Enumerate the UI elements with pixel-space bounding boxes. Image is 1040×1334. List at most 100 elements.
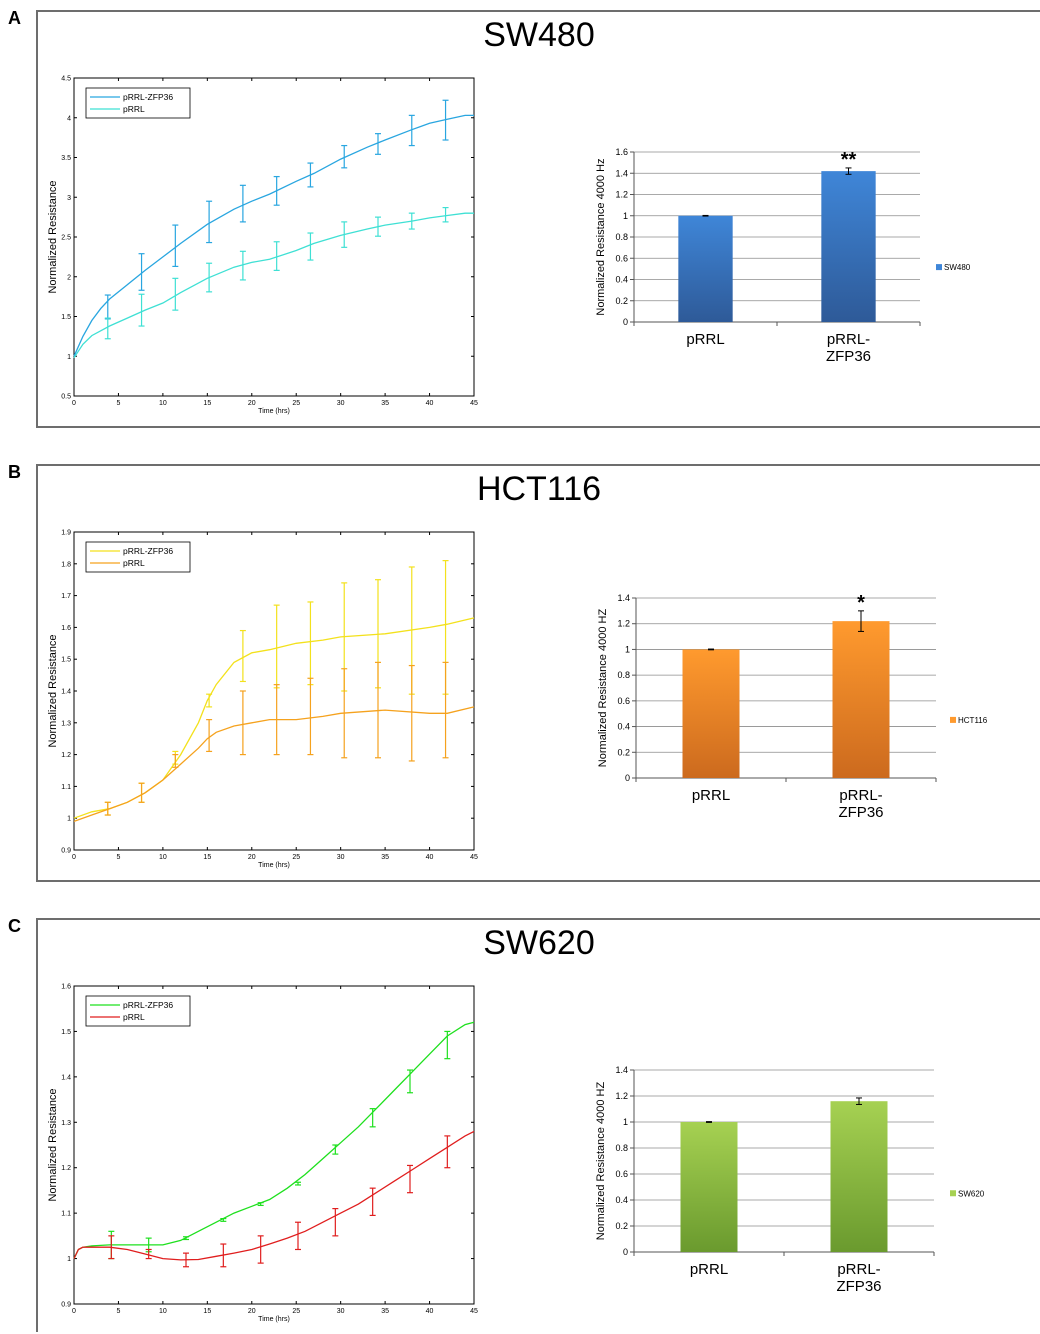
bar-y-tick-label: 1.2	[617, 619, 630, 629]
bar-y-axis-label: Normalized Resistance 4000 Hz	[595, 158, 607, 315]
bar-y-axis-label: Normalized Resistance 4000 HZ	[597, 609, 609, 768]
y-tick-label: 1.4	[61, 689, 71, 696]
y-tick-label: 1	[67, 816, 71, 823]
bar-category-label: pRRL	[690, 1261, 728, 1278]
x-tick-label: 10	[159, 854, 167, 861]
y-tick-label: 3	[67, 195, 71, 202]
x-tick-label: 20	[248, 400, 256, 407]
significance-marker: *	[857, 592, 865, 614]
bar-y-tick-label: 0.2	[615, 296, 628, 306]
bar-category-label: ZFP36	[838, 804, 883, 821]
bar-prrl-zfp36	[830, 1101, 888, 1252]
y-tick-label: 1.3	[61, 1120, 71, 1127]
y-tick-label: 1.6	[61, 625, 71, 632]
x-tick-label: 5	[116, 400, 120, 407]
y-tick-label: 2.5	[61, 235, 71, 242]
y-tick-label: 4.5	[61, 76, 71, 83]
legend-label: pRRL	[123, 1012, 145, 1022]
panel-b-figure: 0 5 10 15 20 25 30 35 40 450.911.11.21.31.41.51.6…	[47, 530, 988, 870]
panel-c-figure: 0 5 10 15 20 25 30 35 40 450.911.11.21.31.41.51.6…	[47, 984, 985, 1324]
legend-label: pRRL-ZFP36	[123, 546, 173, 556]
series-line-zfp36	[73, 114, 474, 357]
bar-legend-label: HCT116	[958, 716, 988, 725]
bar-category-label: pRRL-	[839, 787, 882, 804]
panel-title-c: SW620	[483, 924, 595, 962]
y-tick-label: 1.7	[61, 593, 71, 600]
bar-category-label: ZFP36	[826, 348, 871, 365]
x-tick-label: 0	[72, 1308, 76, 1315]
x-tick-label: 5	[116, 1308, 120, 1315]
bar-y-tick-label: 1.2	[615, 1091, 628, 1101]
x-tick-label: 30	[337, 854, 345, 861]
bar-y-tick-label: 1	[625, 644, 630, 654]
y-tick-label: 1.1	[61, 1211, 71, 1218]
x-tick-label: 20	[248, 854, 256, 861]
y-tick-label: 1.6	[61, 984, 71, 991]
x-tick-label: 35	[381, 1308, 389, 1315]
y-tick-label: 1	[67, 354, 71, 361]
panel-letter-b: B	[8, 462, 21, 482]
x-tick-label: 5	[116, 854, 120, 861]
y-tick-label: 1.5	[61, 1029, 71, 1036]
y-tick-label: 1.2	[61, 752, 71, 759]
bar-y-tick-label: 0.6	[615, 253, 628, 263]
x-tick-label: 25	[292, 854, 300, 861]
bar-legend-swatch	[936, 264, 942, 271]
x-tick-label: 10	[159, 1308, 167, 1315]
line-plot-frame	[73, 985, 475, 1305]
y-axis-label: Normalized Resistance	[47, 1088, 59, 1201]
y-tick-label: 3.5	[61, 155, 71, 162]
x-axis-label: Time (hrs)	[258, 1316, 290, 1323]
bar-y-tick-label: 0	[625, 773, 630, 783]
bar-y-tick-label: 1.6	[615, 147, 628, 157]
bar-prrl	[678, 215, 733, 322]
legend-label: pRRL	[123, 558, 145, 568]
bar-y-tick-label: 0.6	[615, 1169, 628, 1179]
y-tick-label: 1.2	[61, 1165, 71, 1172]
bar-y-tick-label: 1.4	[617, 593, 630, 603]
x-tick-label: 45	[470, 400, 478, 407]
bar-legend-label: SW480	[944, 263, 971, 272]
bar-y-tick-label: 0.4	[615, 1195, 628, 1205]
bar-category-label: pRRL-	[827, 331, 870, 348]
bar-y-tick-label: 0	[623, 1247, 628, 1257]
bar-y-tick-label: 0	[623, 317, 628, 327]
y-tick-label: 0.9	[61, 1302, 71, 1309]
x-tick-label: 40	[426, 400, 434, 407]
legend-label: pRRL	[123, 104, 145, 114]
x-tick-label: 30	[337, 1308, 345, 1315]
y-tick-label: 1.1	[61, 784, 71, 791]
bar-prrl	[680, 1122, 738, 1252]
bar-y-tick-label: 1.4	[615, 1065, 628, 1075]
panel-title-b: HCT116	[476, 470, 602, 508]
x-tick-label: 30	[337, 400, 345, 407]
panel-letter-c: C	[8, 916, 21, 936]
bar-prrl	[682, 649, 740, 778]
x-tick-label: 15	[203, 400, 211, 407]
legend-label: pRRL-ZFP36	[123, 92, 173, 102]
y-tick-label: 1.5	[61, 314, 71, 321]
y-axis-label: Normalized Resistance	[47, 634, 59, 747]
x-axis-label: Time (hrs)	[258, 862, 290, 869]
bar-y-axis-label: Normalized Resistance 4000 HZ	[595, 1082, 607, 1241]
x-tick-label: 15	[203, 1308, 211, 1315]
y-axis-label: Normalized Resistance	[47, 180, 59, 293]
bar-prrl-zfp36	[821, 171, 876, 322]
x-tick-label: 40	[426, 854, 434, 861]
x-tick-label: 45	[470, 1308, 478, 1315]
line-legend-box	[85, 87, 191, 119]
x-tick-label: 0	[72, 400, 76, 407]
bar-y-tick-label: 0.8	[615, 1143, 628, 1153]
x-tick-label: 10	[159, 400, 167, 407]
bar-prrl-zfp36	[832, 621, 890, 778]
x-tick-label: 40	[426, 1308, 434, 1315]
bar-category-label: pRRL-	[837, 1261, 880, 1278]
x-tick-label: 45	[470, 854, 478, 861]
line-plot-frame	[73, 531, 475, 851]
y-tick-label: 0.9	[61, 848, 71, 855]
bar-y-tick-label: 1.4	[615, 168, 628, 178]
x-tick-label: 25	[292, 1308, 300, 1315]
bar-y-tick-label: 0.6	[617, 696, 630, 706]
x-tick-label: 0	[72, 854, 76, 861]
y-tick-label: 1.4	[61, 1074, 71, 1081]
